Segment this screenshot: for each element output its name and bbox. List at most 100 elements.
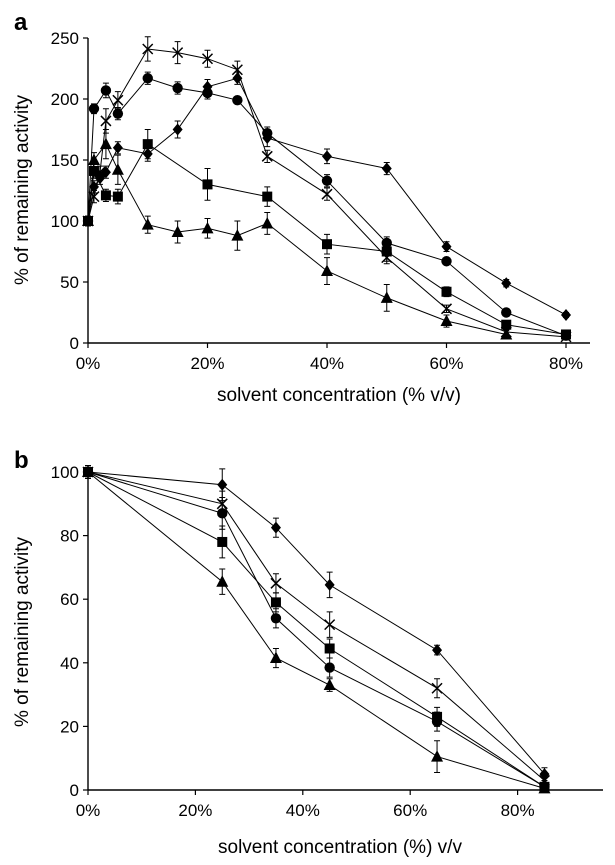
- chart-b-point-cross: [324, 619, 336, 631]
- chart-b-series-line-diamond: [87, 471, 545, 775]
- chart-a-point-triangle: [111, 163, 124, 175]
- chart-a-x-tick-label: 40%: [310, 354, 344, 373]
- chart-a-point-cross: [440, 303, 453, 315]
- chart-b-point-diamond: [432, 644, 443, 657]
- chart-a-point-cross: [100, 115, 112, 127]
- chart-b-x-tick-label: 20%: [178, 801, 212, 820]
- chart-a-point-circle: [441, 256, 452, 267]
- chart-a-point-circle: [172, 82, 183, 94]
- chart-b-series-triangle: [82, 465, 551, 794]
- chart-a-y-tick-label: 50: [60, 273, 79, 292]
- chart-b-x-tick-label: 80%: [501, 801, 535, 820]
- chart-a-point-diamond: [172, 123, 183, 136]
- chart-a-point-square: [100, 190, 111, 201]
- chart-a-point-triangle: [171, 225, 184, 237]
- chart-a-point-circle: [321, 175, 333, 186]
- chart-a-point-circle: [202, 87, 213, 99]
- chart-b-series-square: [83, 465, 550, 792]
- chart-a: a 0 50 100 150 200 250 0% 20% 40% 60% 80% solvent …: [12, 9, 590, 406]
- chart-a-y-tick-label: 150: [51, 151, 79, 170]
- chart-b-y-tick-label: 20: [60, 717, 79, 736]
- chart-b-series-line-cross: [87, 471, 545, 781]
- chart-a-point-triangle: [500, 327, 513, 340]
- chart-b-point-cross: [431, 682, 443, 694]
- chart-b-series-line-square: [87, 471, 545, 788]
- chart-a-point-square: [112, 191, 123, 202]
- chart-a-point-diamond: [501, 277, 512, 290]
- chart-b-x-tick-label: 60%: [393, 801, 427, 820]
- chart-a-point-triangle: [141, 218, 154, 230]
- chart-a-y-axis-label: % of remaining activity: [12, 94, 33, 285]
- chart-a-point-triangle: [261, 216, 274, 229]
- chart-a-point-cross: [261, 150, 273, 162]
- chart-b-point-triangle: [269, 651, 282, 664]
- chart-a-point-circle: [501, 307, 512, 318]
- chart-a-point-circle: [100, 85, 112, 96]
- chart-b-y-tick-label: 80: [60, 527, 79, 546]
- chart-b-y-tick-label: 0: [70, 781, 79, 800]
- chart-a-point-triangle: [201, 221, 214, 234]
- chart-a-point-square: [381, 246, 392, 257]
- chart-b-point-triangle: [323, 678, 336, 691]
- chart-b-point-circle: [431, 716, 443, 727]
- chart-b-series-line-circle: [87, 471, 545, 788]
- chart-a-point-diamond: [441, 240, 452, 253]
- chart-a-point-circle: [262, 127, 273, 139]
- chart-b: b 0 20 40 60 80 100 0% 20% 40% 60% 80% solvent con…: [12, 447, 603, 858]
- chart-a-point-square: [561, 329, 571, 340]
- chart-a-x-tick-label: 20%: [190, 354, 224, 373]
- chart-a-point-cross: [142, 43, 154, 55]
- panel-label-b: b: [14, 447, 29, 474]
- chart-a-point-square: [88, 165, 99, 176]
- chart-a-series-cross: [82, 36, 572, 343]
- chart-a-point-triangle: [87, 153, 100, 165]
- chart-a-series-group: [82, 36, 572, 343]
- chart-a-point-cross: [172, 47, 184, 59]
- chart-a-y-tick-label: 0: [70, 334, 79, 353]
- chart-a-y-tick-label: 250: [51, 29, 79, 48]
- chart-a-point-circle: [142, 73, 153, 84]
- chart-b-point-circle: [324, 662, 335, 673]
- chart-b-point-diamond: [324, 578, 335, 591]
- chart-a-x-axis-label: solvent concentration (% v/v): [217, 385, 461, 406]
- chart-b-series-line-triangle: [87, 471, 545, 789]
- chart-b-point-triangle: [216, 575, 229, 587]
- chart-b-point-triangle: [431, 750, 444, 762]
- panel-label-a: a: [14, 9, 28, 36]
- chart-b-series-group: [82, 465, 551, 794]
- chart-a-point-diamond: [561, 308, 571, 321]
- chart-a-point-square: [202, 179, 213, 190]
- chart-a-point-circle: [88, 103, 100, 114]
- chart-a-point-square: [142, 139, 153, 150]
- chart-b-point-triangle: [82, 465, 94, 477]
- chart-a-point-cross: [112, 94, 124, 106]
- chart-a-series-circle: [82, 71, 572, 341]
- chart-a-x-tick-label: 80%: [549, 354, 583, 373]
- chart-b-point-cross: [270, 577, 282, 589]
- chart-b-x-tick-label: 40%: [286, 801, 320, 820]
- chart-a-point-cross: [201, 53, 214, 65]
- chart-b-x-tick-label: 0%: [76, 801, 101, 820]
- chart-a-point-square: [501, 319, 512, 330]
- chart-a-point-square: [441, 286, 452, 297]
- chart-b-series-diamond: [83, 465, 550, 781]
- chart-b-point-circle: [217, 508, 228, 519]
- chart-b-y-tick-label: 100: [51, 463, 79, 482]
- chart-a-point-diamond: [381, 162, 392, 175]
- chart-b-point-square: [217, 536, 228, 547]
- chart-a-point-square: [262, 191, 273, 202]
- chart-b-x-axis-label: solvent concentration (%) v/v: [218, 837, 462, 858]
- chart-a-y-tick-label: 200: [51, 90, 79, 109]
- chart-b-point-diamond: [270, 521, 281, 534]
- chart-b-y-tick-label: 60: [60, 590, 79, 609]
- chart-a-point-diamond: [322, 150, 332, 163]
- chart-b-y-tick-label: 40: [60, 654, 79, 673]
- chart-b-point-square: [270, 597, 281, 608]
- chart-a-point-triangle: [321, 264, 333, 277]
- chart-b-series-circle: [82, 465, 550, 793]
- chart-b-point-square: [324, 643, 335, 654]
- chart-a-y-tick-label: 100: [51, 212, 79, 231]
- chart-a-point-triangle: [231, 229, 244, 241]
- chart-b-point-diamond: [217, 478, 228, 491]
